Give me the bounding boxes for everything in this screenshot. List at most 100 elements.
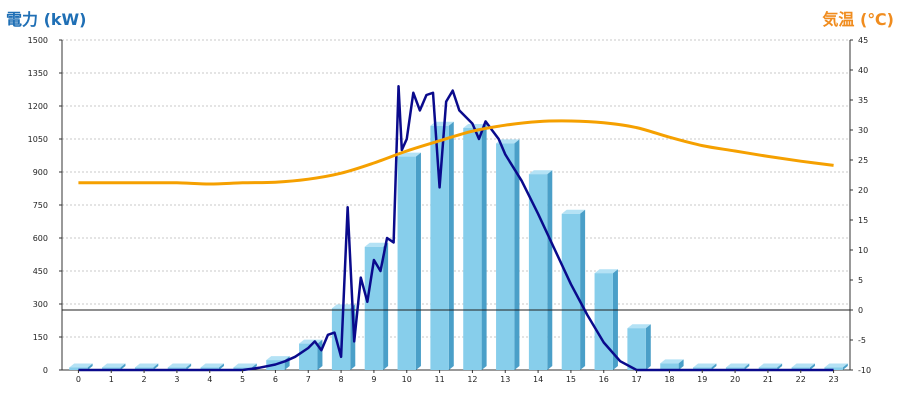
bar-side xyxy=(514,139,520,370)
bar-top xyxy=(496,139,520,144)
bar-side xyxy=(777,363,783,370)
x-tick-label: 22 xyxy=(796,375,806,384)
bar xyxy=(660,363,679,370)
x-tick-label: 17 xyxy=(631,375,641,384)
bar-side xyxy=(580,209,586,370)
left-tick-label: 1050 xyxy=(28,135,48,144)
right-tick-label: 35 xyxy=(858,96,868,105)
bar-side xyxy=(218,363,224,370)
x-tick-label: 18 xyxy=(664,375,674,384)
bar-top xyxy=(660,359,684,364)
x-tick-label: 3 xyxy=(174,375,179,384)
left-tick-label: 750 xyxy=(33,201,48,210)
bar-side xyxy=(87,363,93,370)
x-tick-label: 15 xyxy=(566,375,576,384)
bar-top xyxy=(233,363,257,368)
bar-side xyxy=(120,363,126,370)
bar-side xyxy=(842,363,848,370)
bar-side xyxy=(547,170,553,370)
bar xyxy=(594,273,613,370)
right-tick-label: 40 xyxy=(858,66,868,75)
bar-top xyxy=(824,363,848,368)
left-tick-label: 0 xyxy=(43,366,48,375)
bar xyxy=(397,156,416,370)
bar-top xyxy=(364,242,389,247)
bar xyxy=(496,143,515,370)
right-tick-label: 10 xyxy=(858,246,868,255)
x-tick-label: 0 xyxy=(76,375,81,384)
bar xyxy=(561,213,581,370)
bar-side xyxy=(186,363,192,370)
x-tick-label: 10 xyxy=(402,375,412,384)
bar xyxy=(430,125,449,370)
right-tick-label: 25 xyxy=(858,156,868,165)
x-tick-label: 12 xyxy=(467,375,477,384)
x-tick-label: 16 xyxy=(599,375,609,384)
bar-top xyxy=(463,124,487,128)
bar-side xyxy=(448,121,454,370)
left-tick-label: 1350 xyxy=(28,69,48,78)
bar-top xyxy=(561,209,586,214)
bar-side xyxy=(809,363,815,370)
bar-top xyxy=(791,363,815,368)
x-tick-label: 11 xyxy=(434,375,444,384)
bar-top xyxy=(758,363,783,368)
right-tick-label: 0 xyxy=(858,306,863,315)
bar-top xyxy=(102,363,126,368)
x-tick-label: 9 xyxy=(371,375,376,384)
bar xyxy=(364,246,384,370)
bar-top xyxy=(200,363,224,368)
right-tick-label: 15 xyxy=(858,216,868,225)
left-tick-label: 900 xyxy=(33,168,48,177)
x-tick-label: 13 xyxy=(500,375,510,384)
right-tick-label: 30 xyxy=(858,126,868,135)
x-tick-label: 14 xyxy=(533,375,543,384)
bar-side xyxy=(481,124,487,370)
x-tick-label: 20 xyxy=(730,375,740,384)
bar-side xyxy=(415,152,421,370)
bar-side xyxy=(678,359,684,370)
bar-top xyxy=(69,363,93,368)
bar-side xyxy=(744,363,750,370)
bar-top xyxy=(134,363,159,368)
left-tick-label: 450 xyxy=(33,267,48,276)
temperature-line xyxy=(78,119,834,186)
left-tick-label: 1500 xyxy=(28,36,48,45)
x-tick-label: 4 xyxy=(207,375,212,384)
x-tick-label: 19 xyxy=(697,375,707,384)
bar-top xyxy=(266,356,290,361)
left-axis-title: 電力 (kW) xyxy=(6,10,87,29)
bar-top xyxy=(528,170,553,175)
x-tick-label: 5 xyxy=(240,375,245,384)
left-tick-label: 1200 xyxy=(28,102,48,111)
bar-side xyxy=(383,242,389,370)
x-tick-label: 7 xyxy=(306,375,311,384)
bar-side xyxy=(612,269,618,370)
x-tick-label: 1 xyxy=(109,375,114,384)
left-tick-label: 600 xyxy=(33,234,48,243)
bar-top xyxy=(594,269,618,274)
right-tick-label: 20 xyxy=(858,186,868,195)
bar-top xyxy=(725,363,750,368)
right-tick-label: 45 xyxy=(858,36,868,45)
bar-side xyxy=(645,324,651,370)
bar xyxy=(463,128,482,370)
right-tick-label: -10 xyxy=(858,366,871,375)
bar-side xyxy=(153,363,159,370)
bar-top xyxy=(167,363,192,368)
x-tick-label: 21 xyxy=(763,375,773,384)
power-line xyxy=(78,84,834,372)
left-tick-label: 300 xyxy=(33,300,48,309)
right-axis-title: 気温 (℃) xyxy=(822,10,894,29)
bar xyxy=(824,367,843,370)
x-tick-label: 2 xyxy=(142,375,147,384)
bar-top xyxy=(627,324,651,329)
x-tick-label: 6 xyxy=(273,375,278,384)
x-tick-label: 8 xyxy=(339,375,344,384)
right-tick-label: 5 xyxy=(858,276,863,285)
bar xyxy=(627,328,646,370)
bar-side xyxy=(711,363,717,370)
bar-top xyxy=(693,363,717,368)
right-tick-label: -5 xyxy=(858,336,866,345)
